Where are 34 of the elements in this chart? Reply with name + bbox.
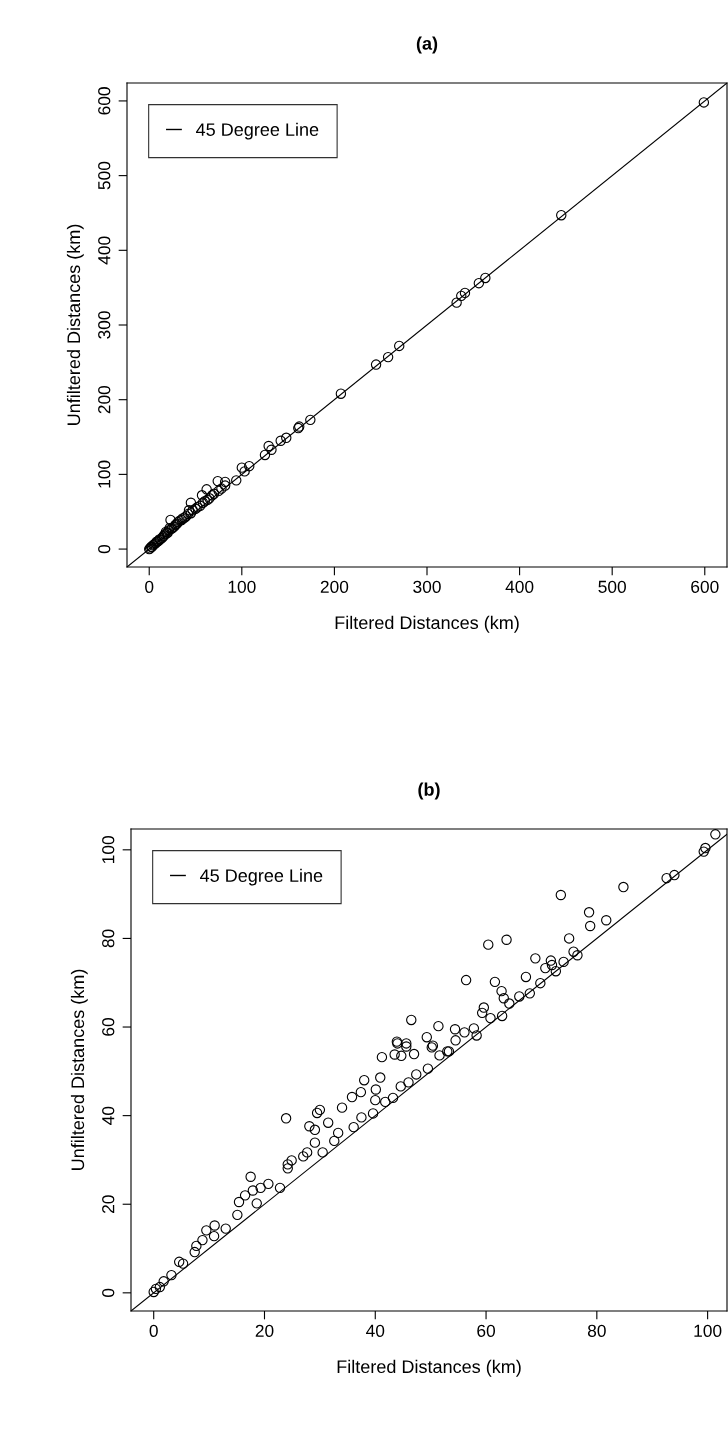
- x-tick-label: 100: [228, 580, 256, 593]
- y-tick-label: 20: [102, 1195, 115, 1214]
- x-tick-label: 20: [255, 1324, 274, 1337]
- y-tick-label: 40: [102, 1106, 115, 1125]
- x-tick-label: 0: [145, 580, 154, 593]
- y-axis-title: Unfiltered Distances (km): [66, 224, 84, 425]
- x-axis-title: Filtered Distances (km): [335, 615, 519, 633]
- x-tick-label: 600: [691, 580, 719, 593]
- x-tick-label: 80: [587, 1324, 606, 1337]
- chart-title: (b): [418, 782, 440, 800]
- y-tick-label: 400: [98, 236, 111, 265]
- y-axis-title: Unfiltered Distances (km): [70, 969, 88, 1170]
- y-tick-label: 0: [102, 1288, 115, 1297]
- x-tick-label: 40: [366, 1324, 385, 1337]
- x-tick-label: 100: [694, 1324, 722, 1337]
- legend-label: 45 Degree Line: [196, 122, 319, 140]
- x-tick-label: 400: [505, 580, 534, 593]
- y-tick-label: 600: [98, 87, 111, 115]
- y-tick-label: 80: [102, 929, 115, 948]
- y-tick-label: 100: [98, 460, 111, 488]
- x-axis-title: Filtered Distances (km): [337, 1359, 521, 1377]
- x-tick-label: 300: [413, 580, 441, 593]
- y-tick-label: 60: [102, 1018, 115, 1036]
- legend-label: 45 Degree Line: [200, 868, 323, 886]
- x-tick-label: 200: [320, 580, 349, 593]
- y-tick-label: 200: [98, 385, 111, 414]
- x-tick-label: 0: [149, 1324, 158, 1337]
- y-tick-label: 0: [98, 544, 111, 554]
- y-tick-label: 100: [102, 836, 115, 863]
- x-tick-label: 60: [477, 1324, 496, 1337]
- chart-title: (a): [416, 36, 438, 54]
- y-tick-label: 300: [98, 311, 111, 339]
- x-tick-label: 500: [598, 580, 626, 593]
- y-tick-label: 500: [98, 161, 111, 190]
